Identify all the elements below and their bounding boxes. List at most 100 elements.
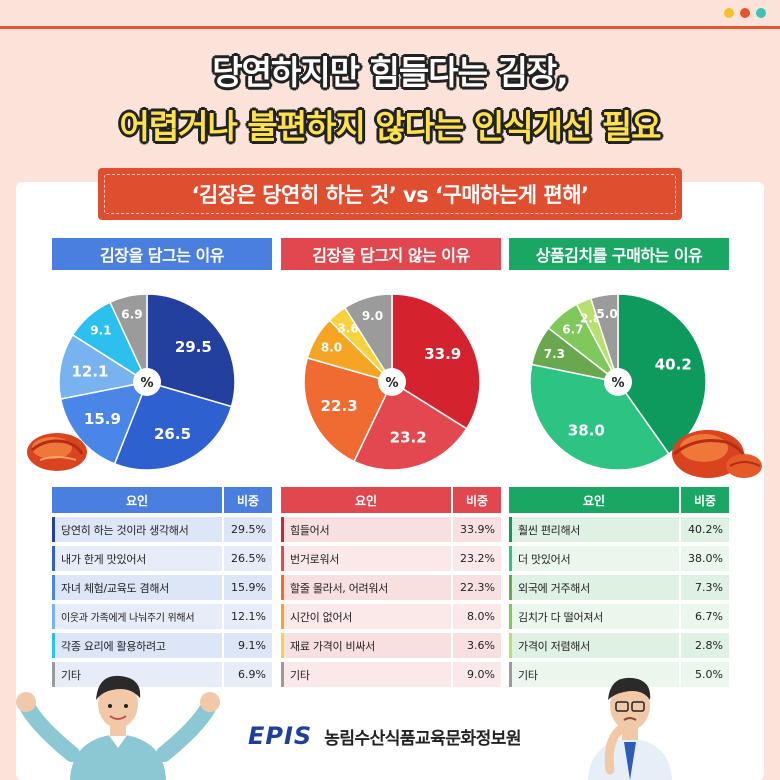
header-ratio: 비중 <box>224 487 272 513</box>
row-factor: 힘들어서 <box>281 517 451 542</box>
pie-slice <box>303 357 394 463</box>
row-factor: 더 맛있어서 <box>509 546 679 571</box>
slice-label: 7.3 <box>544 347 565 361</box>
table-row: 기타 9.0% <box>281 662 501 687</box>
row-factor: 김치가 다 떨어져서 <box>509 604 679 629</box>
slice-label: 6.7 <box>562 322 583 336</box>
teal-dot-icon <box>756 8 766 18</box>
row-factor: 시간이 없어서 <box>281 604 451 629</box>
table-reasons-making: 요인 비중 당연히 하는 것이라 생각해서 29.5% 내가 한게 맛있어서 26.… <box>52 487 272 687</box>
table-row: 재료 가격이 비싸서 3.6% <box>281 633 501 658</box>
slice-label: 33.9 <box>424 345 461 363</box>
pie-slice <box>109 293 148 383</box>
table-row: 기타 6.9% <box>52 662 272 687</box>
epis-logo: EPIS <box>248 722 313 750</box>
header-factor: 요인 <box>281 487 451 513</box>
table-row: 시간이 없어서 8.0% <box>281 604 501 629</box>
slice-label: 6.9 <box>121 308 142 322</box>
table-row: 내가 한게 맛있어서 26.5% <box>52 546 272 571</box>
header-ratio: 비중 <box>453 487 501 513</box>
pie-chart-reasons-buying: 40.238.07.36.72.85.0% <box>529 293 707 471</box>
subtitle-banner: ‘김장은 당연히 하는 것’ vs ‘구매하는게 편해’ <box>98 168 682 220</box>
person-right-illustration <box>588 677 672 780</box>
slice-label: 5.0 <box>596 307 617 321</box>
row-ratio: 22.3% <box>453 575 501 600</box>
yellow-dot-icon <box>724 8 734 18</box>
row-factor: 각종 요리에 활용하려고 <box>52 633 222 658</box>
row-ratio: 9.1% <box>224 633 272 658</box>
chart1-title: 김장을 담그는 이유 <box>52 238 272 270</box>
pie-slice <box>529 363 670 471</box>
top-bar <box>0 0 780 26</box>
window-dots <box>724 8 766 18</box>
pie-center <box>133 368 161 396</box>
slice-label: 9.1 <box>90 323 111 337</box>
row-ratio: 29.5% <box>224 517 272 542</box>
table-row: 할줄 몰라서, 어려워서 22.3% <box>281 575 501 600</box>
table-row: 당연히 하는 것이라 생각해서 29.5% <box>52 517 272 542</box>
row-factor: 외국에 거주해서 <box>509 575 679 600</box>
table-row: 훨씬 편리해서 40.2% <box>509 517 729 542</box>
table-row: 김치가 다 떨어져서 6.7% <box>509 604 729 629</box>
header-factor: 요인 <box>509 487 679 513</box>
table-row: 자녀 체험/교육도 겸해서 15.9% <box>52 575 272 600</box>
table-row: 번거로워서 23.2% <box>281 546 501 571</box>
pie-chart-reasons-making: 29.5 26.5 15.9 12.1 9.1 6.9% <box>58 293 236 471</box>
chart2-title: 김장을 담그지 않는 이유 <box>281 238 501 270</box>
kimchi-right-icon <box>672 430 762 478</box>
table-row: 더 맛있어서 38.0% <box>509 546 729 571</box>
row-factor: 내가 한게 맛있어서 <box>52 546 222 571</box>
headline-line1: 당연하지만 힘들다는 김장, <box>212 53 568 92</box>
pie-slice <box>146 293 236 408</box>
table-row: 힘들어서 33.9% <box>281 517 501 542</box>
table-reasons-buying: 요인 비중 훨씬 편리해서 40.2% 더 맛있어서 38.0% 외국에 거주해서 7… <box>509 487 729 687</box>
table-header: 요인 비중 <box>281 487 501 513</box>
row-factor: 기타 <box>281 662 451 687</box>
row-ratio: 6.7% <box>681 604 729 629</box>
header-factor: 요인 <box>52 487 222 513</box>
table-header: 요인 비중 <box>509 487 729 513</box>
row-ratio: 23.2% <box>453 546 501 571</box>
row-ratio: 5.0% <box>681 662 729 687</box>
pie-center-label: % <box>611 376 624 391</box>
row-ratio: 8.0% <box>453 604 501 629</box>
row-factor: 기타 <box>509 662 679 687</box>
pie-slice <box>589 293 619 383</box>
red-dot-icon <box>740 8 750 18</box>
row-factor: 기타 <box>52 662 222 687</box>
pie-chart-reasons-not-making: 33.9 23.2 22.3 8.0 3.6 9.0% <box>303 293 481 471</box>
row-ratio: 15.9% <box>224 575 272 600</box>
slice-label: 23.2 <box>390 429 427 447</box>
row-ratio: 9.0% <box>453 662 501 687</box>
row-ratio: 33.9% <box>453 517 501 542</box>
subtitle-text: ‘김장은 당연히 하는 것’ vs ‘구매하는게 편해’ <box>191 183 589 207</box>
table-row: 이웃과 가족에게 나눠주기 위해서 12.1% <box>52 604 272 629</box>
table-row: 기타 5.0% <box>509 662 729 687</box>
row-ratio: 7.3% <box>681 575 729 600</box>
slice-label: 15.9 <box>84 410 121 428</box>
pie-slice <box>343 293 393 385</box>
table-row: 가격이 저렴해서 2.8% <box>509 633 729 658</box>
row-ratio: 6.9% <box>224 662 272 687</box>
pie-center-label: % <box>385 376 398 391</box>
table-reasons-not-making: 요인 비중 힘들어서 33.9% 번거로워서 23.2% 할줄 몰라서, 어려워서 2… <box>281 487 501 687</box>
pie-slice <box>113 381 233 471</box>
chart3-title: 상품김치를 구매하는 이유 <box>509 238 729 270</box>
row-factor: 재료 가격이 비싸서 <box>281 633 451 658</box>
slice-label: 8.0 <box>321 341 342 355</box>
slice-label: 3.6 <box>337 322 358 336</box>
slice-label: 40.2 <box>655 355 692 373</box>
kimchi-left-icon <box>27 433 87 471</box>
table-row: 외국에 거주해서 7.3% <box>509 575 729 600</box>
slice-label: 38.0 <box>568 422 605 440</box>
row-factor: 자녀 체험/교육도 겸해서 <box>52 575 222 600</box>
row-factor: 당연히 하는 것이라 생각해서 <box>52 517 222 542</box>
row-factor: 번거로워서 <box>281 546 451 571</box>
pie-center <box>378 368 406 396</box>
table-row: 각종 요리에 활용하려고 9.1% <box>52 633 272 658</box>
pie-slice <box>59 380 149 465</box>
row-ratio: 3.6% <box>453 633 501 658</box>
slice-label: 12.1 <box>71 362 108 380</box>
slice-label: 22.3 <box>321 397 358 415</box>
row-factor: 이웃과 가족에게 나눠주기 위해서 <box>52 604 222 629</box>
